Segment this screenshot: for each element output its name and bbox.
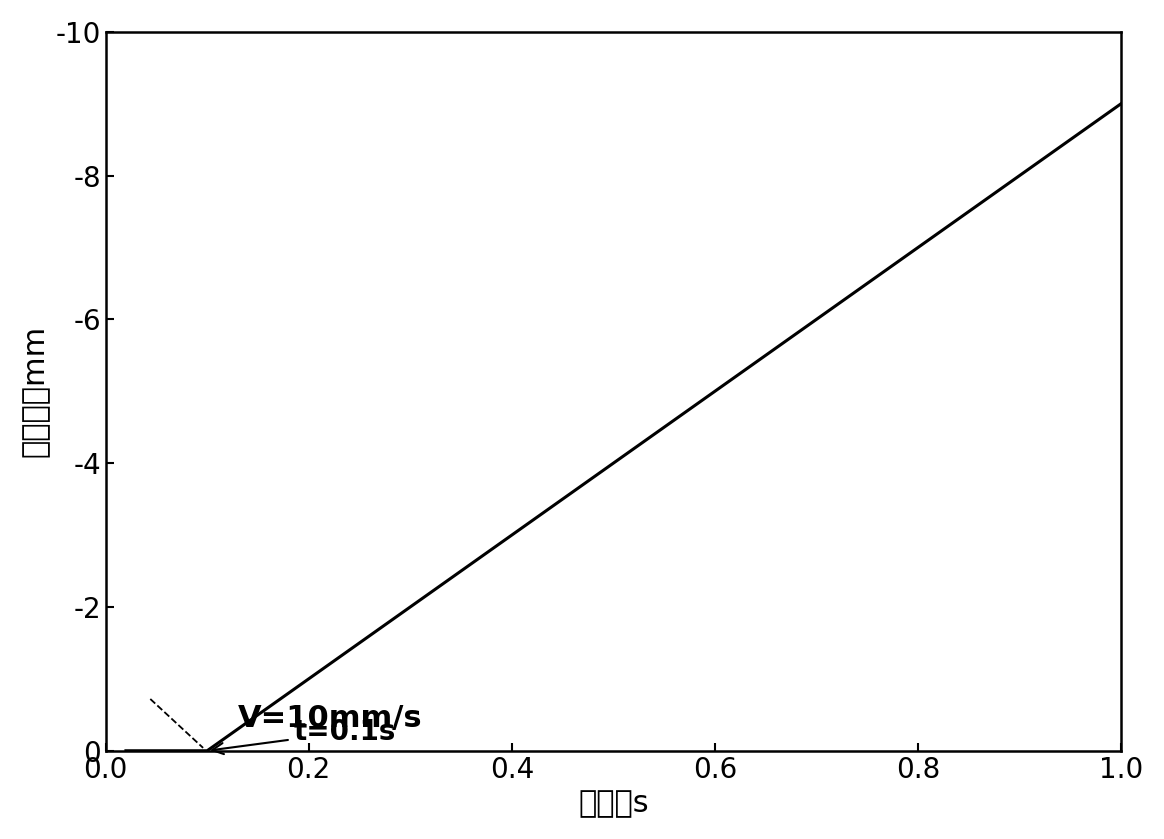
Y-axis label: 压下量，mm: 压下量，mm [21,326,50,457]
X-axis label: 时间，s: 时间，s [579,789,648,818]
Text: V=10mm/s: V=10mm/s [237,704,423,733]
Text: t=0.1s: t=0.1s [212,718,396,754]
